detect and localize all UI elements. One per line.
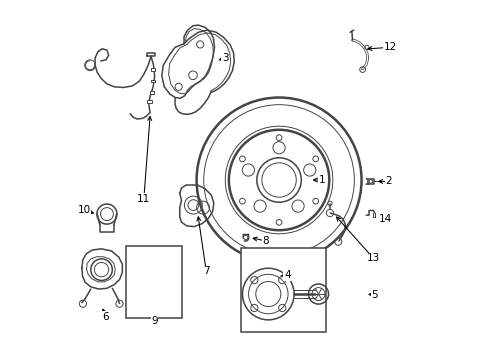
Text: 7: 7 <box>203 266 210 276</box>
Text: 13: 13 <box>367 253 380 263</box>
Text: 4: 4 <box>284 270 291 280</box>
Text: 3: 3 <box>222 53 229 63</box>
Text: 14: 14 <box>379 214 392 224</box>
Bar <box>149 91 154 94</box>
Bar <box>242 248 326 332</box>
Text: 6: 6 <box>102 312 109 322</box>
Text: 5: 5 <box>371 290 378 300</box>
Text: 10: 10 <box>78 206 91 216</box>
Bar <box>126 246 181 318</box>
Bar <box>147 100 152 103</box>
Text: 12: 12 <box>384 42 397 52</box>
Bar <box>151 80 155 82</box>
Text: 8: 8 <box>263 236 269 246</box>
Text: 11: 11 <box>137 194 150 204</box>
Text: 9: 9 <box>151 316 158 325</box>
Bar <box>151 68 155 71</box>
Text: 1: 1 <box>319 175 325 185</box>
Text: 2: 2 <box>385 176 392 186</box>
